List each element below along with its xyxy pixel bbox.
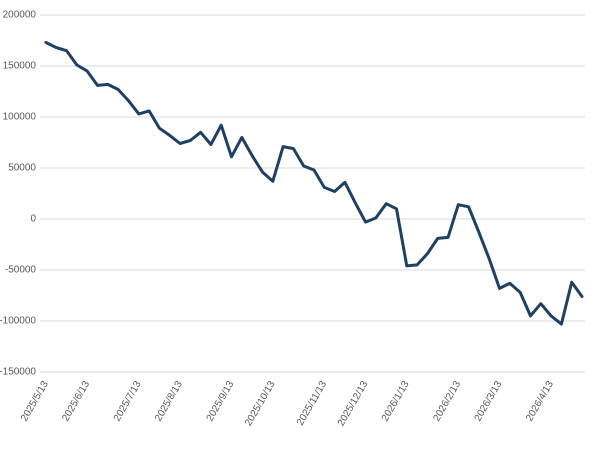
y-tick-label: -100000 xyxy=(0,316,36,327)
x-tick-label: 2026/4/13 xyxy=(524,379,556,423)
y-tick-label: 150000 xyxy=(3,61,37,72)
data-line xyxy=(44,41,584,326)
x-tick-label: 2025/10/13 xyxy=(243,379,278,428)
x-tick-label: 2025/11/13 xyxy=(295,379,329,428)
y-tick-label: -150000 xyxy=(0,367,36,378)
y-tick-label: 50000 xyxy=(8,163,36,174)
x-tick-label: 2026/3/13 xyxy=(473,379,505,423)
x-tick-label: 2025/7/13 xyxy=(112,379,144,423)
x-tick-label: 2025/6/13 xyxy=(60,379,92,423)
y-tick-label: 100000 xyxy=(3,112,37,123)
x-tick-label: 2026/1/13 xyxy=(380,379,412,423)
x-tick-label: 2025/9/13 xyxy=(205,379,237,423)
x-tick-label: 2025/5/13 xyxy=(19,379,51,423)
x-tick-label: 2025/8/13 xyxy=(153,379,185,423)
y-tick-label: 0 xyxy=(30,214,36,225)
y-tick-label: 200000 xyxy=(3,10,37,21)
y-tick-label: -50000 xyxy=(5,265,37,276)
x-tick-label: 2026/2/13 xyxy=(431,379,463,423)
x-tick-label: 2025/12/13 xyxy=(336,379,371,428)
